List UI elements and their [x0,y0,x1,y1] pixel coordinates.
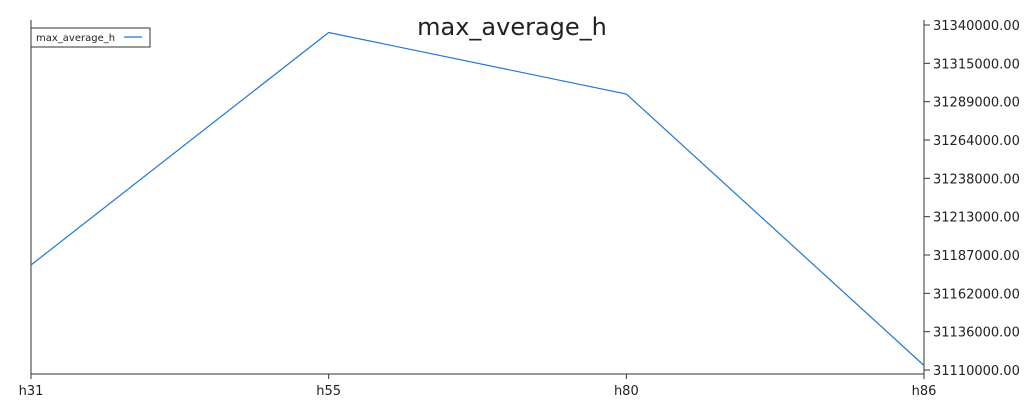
y-axis-ticks: 31340000.00 31315000.00 31289000.00 3126400… [924,19,1020,379]
legend: max_average_h [30,27,151,48]
y-tick-label: 31264000.00 [933,134,1020,149]
legend-label: max_average_h [36,33,115,44]
y-tick-label: 31110000.00 [933,364,1020,379]
y-tick-label: 31187000.00 [933,249,1020,264]
x-tick-label: h31 [19,384,44,399]
x-axis-ticks: h31 h55 h80 h86 [19,374,937,399]
y-tick-label: 31136000.00 [933,326,1020,341]
series-layer [30,31,925,366]
y-tick-label: 31289000.00 [933,96,1020,111]
legend-box [30,27,151,48]
y-tick-label: 31162000.00 [933,287,1020,302]
x-tick-label: h86 [912,384,937,399]
chart-title: max_average_h [417,13,607,41]
series-line [30,31,925,366]
y-tick-label: 31340000.00 [933,19,1020,34]
x-tick-label: h80 [614,384,639,399]
y-tick-label: 31213000.00 [933,211,1020,226]
x-tick-label: h55 [316,384,341,399]
axes [30,20,925,375]
y-tick-label: 31315000.00 [933,57,1020,72]
y-tick-label: 31238000.00 [933,172,1020,187]
